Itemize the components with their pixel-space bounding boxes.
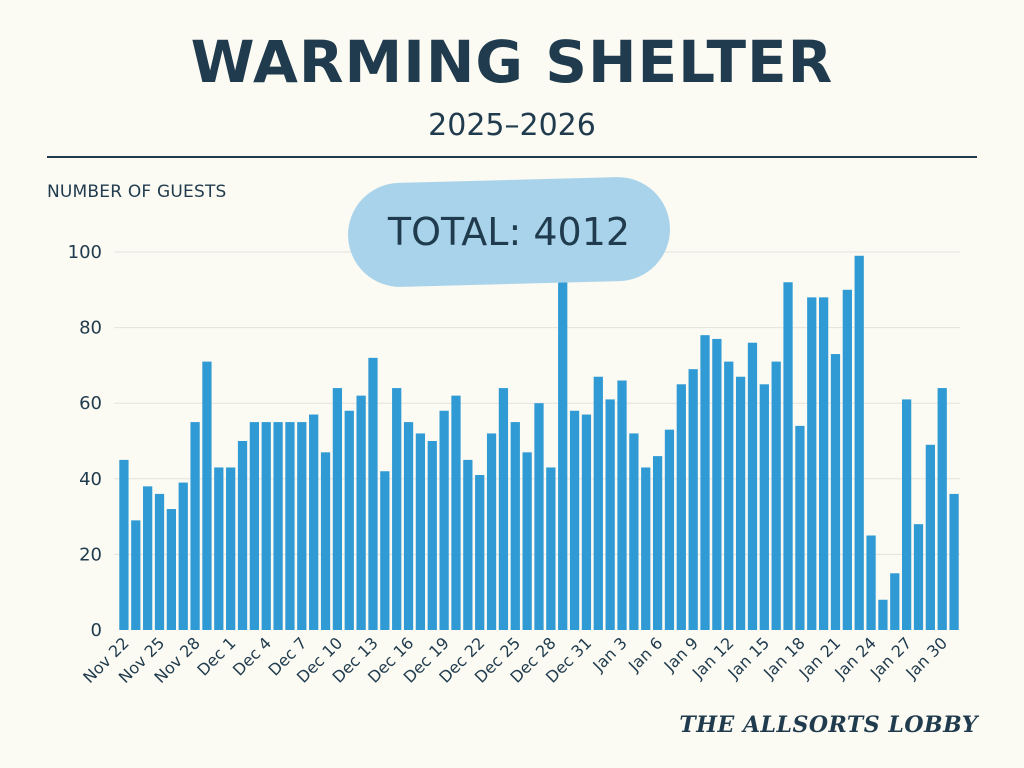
- bar: [427, 441, 437, 630]
- bar: [368, 357, 378, 630]
- bar: [747, 342, 758, 630]
- bar: [949, 493, 959, 630]
- bar: [202, 361, 212, 630]
- y-tick-label: 80: [79, 318, 102, 339]
- bar: [534, 403, 544, 630]
- bar: [735, 376, 746, 630]
- x-tick-label: Jan 3: [588, 633, 630, 675]
- bar: [249, 422, 260, 630]
- bar: [486, 433, 497, 630]
- bar: [629, 433, 639, 630]
- bar: [439, 410, 449, 630]
- bar: [178, 482, 188, 630]
- y-tick-label: 20: [79, 544, 102, 565]
- bar: [510, 422, 520, 630]
- bar: [498, 388, 509, 630]
- bar: [309, 414, 319, 630]
- bar: [913, 524, 924, 630]
- bar: [273, 422, 283, 630]
- bar: [451, 395, 461, 630]
- bar: [475, 475, 485, 630]
- bar: [463, 459, 473, 630]
- bar: [759, 384, 769, 630]
- chart-bars: [119, 255, 959, 630]
- bar: [190, 422, 200, 630]
- bar: [795, 425, 805, 630]
- bar: [581, 414, 592, 630]
- bar: [143, 486, 153, 630]
- bar: [261, 422, 271, 630]
- bar: [297, 422, 307, 630]
- bar: [890, 573, 900, 630]
- bar: [214, 467, 224, 630]
- bar: [226, 467, 236, 630]
- bar: [783, 282, 793, 630]
- total-annotation: TOTAL: 4012: [387, 210, 631, 254]
- bar: [569, 410, 580, 630]
- brand-footer: THE ALLSORTS LOBBY: [679, 712, 978, 738]
- bar: [724, 361, 734, 630]
- bar: [380, 471, 390, 630]
- bar: [854, 255, 864, 630]
- bar: [332, 388, 343, 630]
- bar: [807, 297, 817, 630]
- bar: [166, 509, 176, 630]
- x-tick-label: Dec 4: [229, 633, 275, 679]
- y-tick-label: 0: [91, 620, 102, 641]
- bar: [356, 395, 366, 630]
- bar: [866, 535, 876, 630]
- bar: [676, 384, 686, 630]
- bar: [237, 441, 248, 630]
- y-axis-label: NUMBER OF GUESTS: [47, 182, 227, 202]
- bar: [700, 335, 710, 630]
- bar: [664, 429, 675, 630]
- bar: [415, 433, 426, 630]
- bar: [522, 452, 532, 630]
- chart-subtitle: 2025–2026: [428, 108, 596, 143]
- bar: [712, 338, 722, 630]
- bar: [119, 459, 129, 630]
- bar: [688, 369, 698, 630]
- bar: [154, 493, 165, 630]
- bar: [344, 410, 354, 630]
- bar: [546, 467, 556, 630]
- bar: [392, 388, 402, 630]
- y-axis-ticks: 0 20 40 60 80 100: [68, 242, 102, 641]
- bar: [617, 380, 627, 630]
- title-divider: [47, 156, 977, 158]
- bar: [320, 452, 331, 630]
- bar: [131, 520, 141, 630]
- bar: [902, 399, 912, 630]
- bar: [878, 599, 888, 630]
- x-tick-label: Jan 6: [624, 633, 666, 675]
- bar: [605, 399, 615, 630]
- bar: [593, 376, 603, 630]
- bar: [558, 274, 568, 630]
- y-tick-label: 40: [79, 469, 102, 490]
- bar: [285, 422, 295, 630]
- bar: [925, 444, 935, 630]
- bar: [818, 297, 829, 630]
- bar: [641, 467, 651, 630]
- bar: [830, 354, 841, 630]
- bar: [937, 388, 947, 630]
- x-tick-label: Dec 1: [193, 633, 239, 679]
- bar: [771, 361, 781, 630]
- y-tick-label: 60: [79, 393, 102, 414]
- y-tick-label: 100: [68, 242, 102, 263]
- bar: [403, 422, 414, 630]
- chart-title: WARMING SHELTER: [190, 28, 834, 96]
- bar: [842, 289, 852, 630]
- bar: [652, 456, 663, 630]
